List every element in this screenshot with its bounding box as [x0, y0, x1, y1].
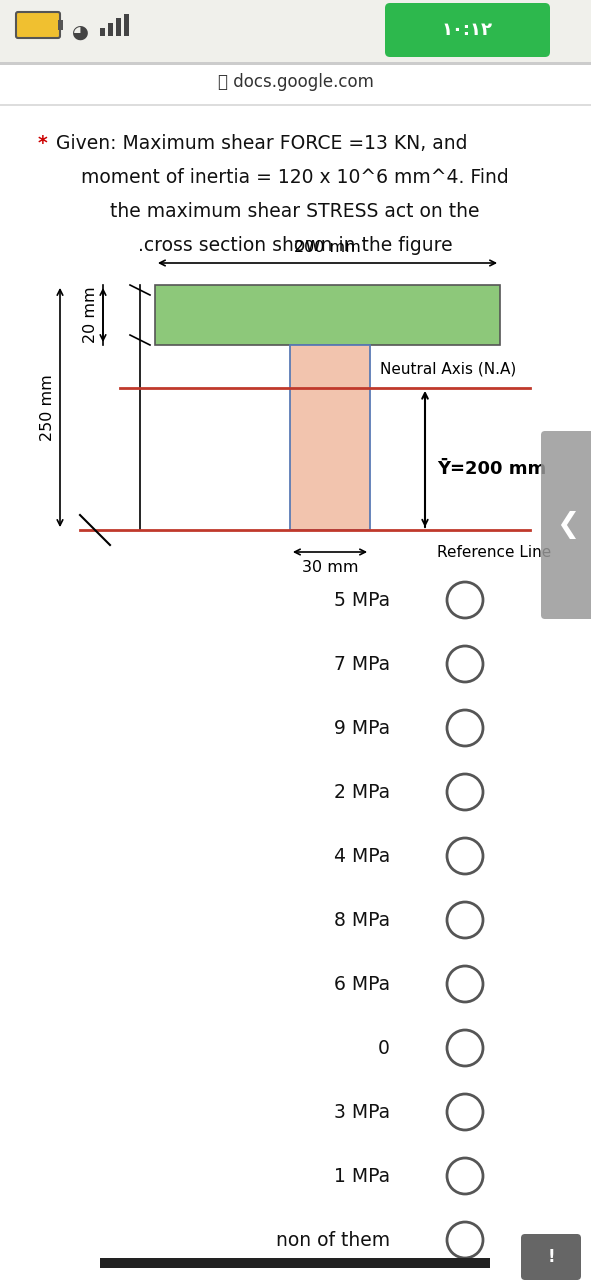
- FancyBboxPatch shape: [16, 12, 60, 38]
- Text: Reference Line: Reference Line: [437, 545, 551, 561]
- Bar: [0, 61, 591, 65]
- Text: 0: 0: [378, 1038, 390, 1057]
- Bar: [100, 28, 105, 36]
- Text: 200 mm: 200 mm: [294, 241, 361, 255]
- Text: moment of inertia = 120 x 10^6 mm^4. Find: moment of inertia = 120 x 10^6 mm^4. Fin…: [81, 168, 509, 187]
- Text: 20 mm: 20 mm: [83, 287, 98, 343]
- Text: 4 MPa: 4 MPa: [334, 846, 390, 865]
- FancyBboxPatch shape: [521, 1234, 581, 1280]
- FancyBboxPatch shape: [541, 431, 591, 620]
- Text: ◕: ◕: [72, 23, 89, 41]
- Text: non of them: non of them: [276, 1230, 390, 1249]
- Text: ۱۰:۱۲: ۱۰:۱۲: [441, 20, 492, 38]
- Text: Given: Maximum shear FORCE =13 KN, and: Given: Maximum shear FORCE =13 KN, and: [56, 134, 467, 154]
- Text: the maximum shear STRESS act on the: the maximum shear STRESS act on the: [111, 202, 480, 221]
- Bar: [108, 23, 113, 36]
- Bar: [0, 104, 591, 105]
- Bar: [100, 1258, 490, 1268]
- Text: 30 mm: 30 mm: [302, 561, 358, 575]
- Text: 🔒 docs.google.com: 🔒 docs.google.com: [217, 73, 374, 91]
- Text: 7 MPa: 7 MPa: [334, 654, 390, 673]
- Text: 2 MPa: 2 MPa: [334, 782, 390, 801]
- Text: Ȳ=200 mm: Ȳ=200 mm: [437, 460, 546, 477]
- Text: Neutral Axis (N.A): Neutral Axis (N.A): [380, 361, 517, 376]
- Text: !: !: [547, 1248, 555, 1266]
- Bar: [116, 18, 121, 36]
- Text: 1 MPa: 1 MPa: [334, 1166, 390, 1185]
- Text: 6 MPa: 6 MPa: [334, 974, 390, 993]
- Text: 3 MPa: 3 MPa: [334, 1102, 390, 1121]
- Bar: [290, 346, 370, 530]
- Bar: [58, 20, 63, 29]
- Bar: [155, 285, 500, 346]
- Text: 5 MPa: 5 MPa: [334, 590, 390, 609]
- Text: 9 MPa: 9 MPa: [334, 718, 390, 737]
- Text: *: *: [38, 134, 48, 154]
- Text: 8 MPa: 8 MPa: [334, 910, 390, 929]
- FancyBboxPatch shape: [385, 3, 550, 58]
- Bar: [124, 14, 129, 36]
- Text: .cross section shown in the figure: .cross section shown in the figure: [138, 236, 452, 255]
- Text: ❮: ❮: [556, 511, 580, 539]
- Text: 250 mm: 250 mm: [40, 374, 55, 440]
